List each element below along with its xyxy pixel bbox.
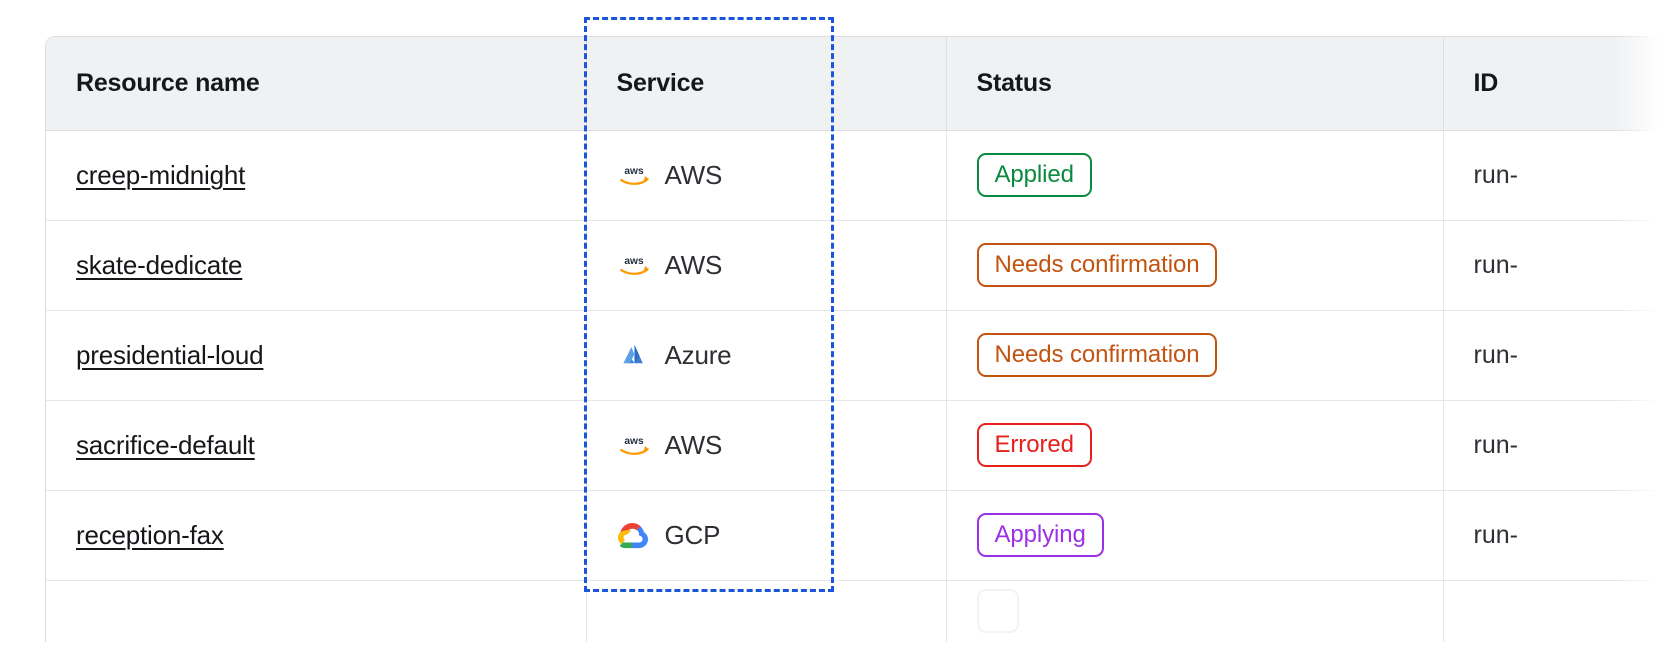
svg-text:aws: aws: [624, 436, 644, 447]
cell-status: Needs confirmation: [946, 310, 1444, 401]
cell-id: run-: [1443, 400, 1672, 491]
svg-text:aws: aws: [624, 256, 644, 267]
cell-service: aws AWS: [586, 400, 947, 491]
table-header-row: Resource name Service Status ID: [46, 37, 1672, 131]
cell-resource-name: [46, 580, 587, 642]
resource-name-link[interactable]: reception-fax: [76, 519, 224, 550]
column-header-status[interactable]: Status: [946, 37, 1444, 131]
status-badge: Applied: [976, 153, 1092, 197]
service-value: aws AWS: [617, 401, 946, 490]
status-badge: Applying: [976, 513, 1104, 557]
svg-text:aws: aws: [624, 166, 644, 177]
cell-resource-name: creep-midnight: [46, 130, 587, 221]
table-header: Resource name Service Status ID: [46, 37, 1672, 131]
aws-logo-icon: aws: [617, 428, 651, 462]
table-body: creep-midnight aws AWS: [46, 130, 1672, 642]
aws-logo-icon: aws: [617, 248, 651, 282]
resource-name-link[interactable]: presidential-loud: [76, 339, 264, 370]
service-value: aws AWS: [617, 131, 946, 220]
aws-logo-icon: aws: [617, 158, 651, 192]
cell-service: Azure: [586, 310, 947, 401]
cell-service: aws AWS: [586, 130, 947, 221]
resources-table-container: Resource name Service Status ID creep-mi…: [45, 36, 1672, 642]
cell-resource-name: presidential-loud: [46, 310, 587, 401]
status-badge: Errored: [976, 423, 1092, 467]
cell-id: [1443, 580, 1672, 642]
resources-table: Resource name Service Status ID creep-mi…: [46, 37, 1672, 642]
status-badge: Needs confirmation: [976, 243, 1218, 287]
table-row: reception-fax: [46, 490, 1672, 581]
table-row: presidential-loud Azure: [46, 310, 1672, 401]
service-label: AWS: [664, 159, 723, 190]
service-label: AWS: [664, 429, 723, 460]
cell-service: GCP: [586, 490, 947, 581]
service-value: GCP: [617, 491, 946, 580]
run-id-text: run-: [1473, 160, 1518, 189]
cell-status: [946, 580, 1444, 642]
cell-status: Applied: [946, 130, 1444, 221]
run-id-text: run-: [1473, 250, 1518, 279]
cell-id: run-: [1443, 310, 1672, 401]
column-header-id[interactable]: ID: [1443, 37, 1672, 131]
resource-name-link[interactable]: creep-midnight: [76, 159, 246, 190]
table-row: skate-dedicate aws AWS: [46, 220, 1672, 311]
cell-resource-name: sacrifice-default: [46, 400, 587, 491]
cell-id: run-: [1443, 220, 1672, 311]
cell-id: run-: [1443, 130, 1672, 221]
resource-name-link[interactable]: sacrifice-default: [76, 429, 255, 460]
cell-status: Errored: [946, 400, 1444, 491]
service-label: GCP: [664, 519, 721, 550]
table-row: creep-midnight aws AWS: [46, 130, 1672, 221]
run-id-text: run-: [1473, 520, 1518, 549]
service-label: Azure: [664, 339, 732, 370]
gcp-logo-icon: [617, 518, 651, 552]
cell-service: aws AWS: [586, 220, 947, 311]
cell-service: [586, 580, 947, 642]
cell-status: Needs confirmation: [946, 220, 1444, 311]
status-badge: Needs confirmation: [976, 333, 1218, 377]
status-badge-partial: [976, 589, 1020, 634]
service-label: AWS: [664, 249, 723, 280]
resource-name-link[interactable]: skate-dedicate: [76, 249, 243, 280]
service-value: aws AWS: [617, 221, 946, 310]
cell-resource-name: skate-dedicate: [46, 220, 587, 311]
table-row: sacrifice-default aws AWS: [46, 400, 1672, 491]
run-id-text: run-: [1473, 430, 1518, 459]
column-header-service[interactable]: Service: [586, 37, 947, 131]
service-value: Azure: [617, 311, 946, 400]
cell-id: run-: [1443, 490, 1672, 581]
column-header-resource-name[interactable]: Resource name: [46, 37, 587, 131]
table-row-partial: [46, 580, 1672, 642]
cell-status: Applying: [946, 490, 1444, 581]
azure-logo-icon: [617, 338, 651, 372]
cell-resource-name: reception-fax: [46, 490, 587, 581]
run-id-text: run-: [1473, 340, 1518, 369]
